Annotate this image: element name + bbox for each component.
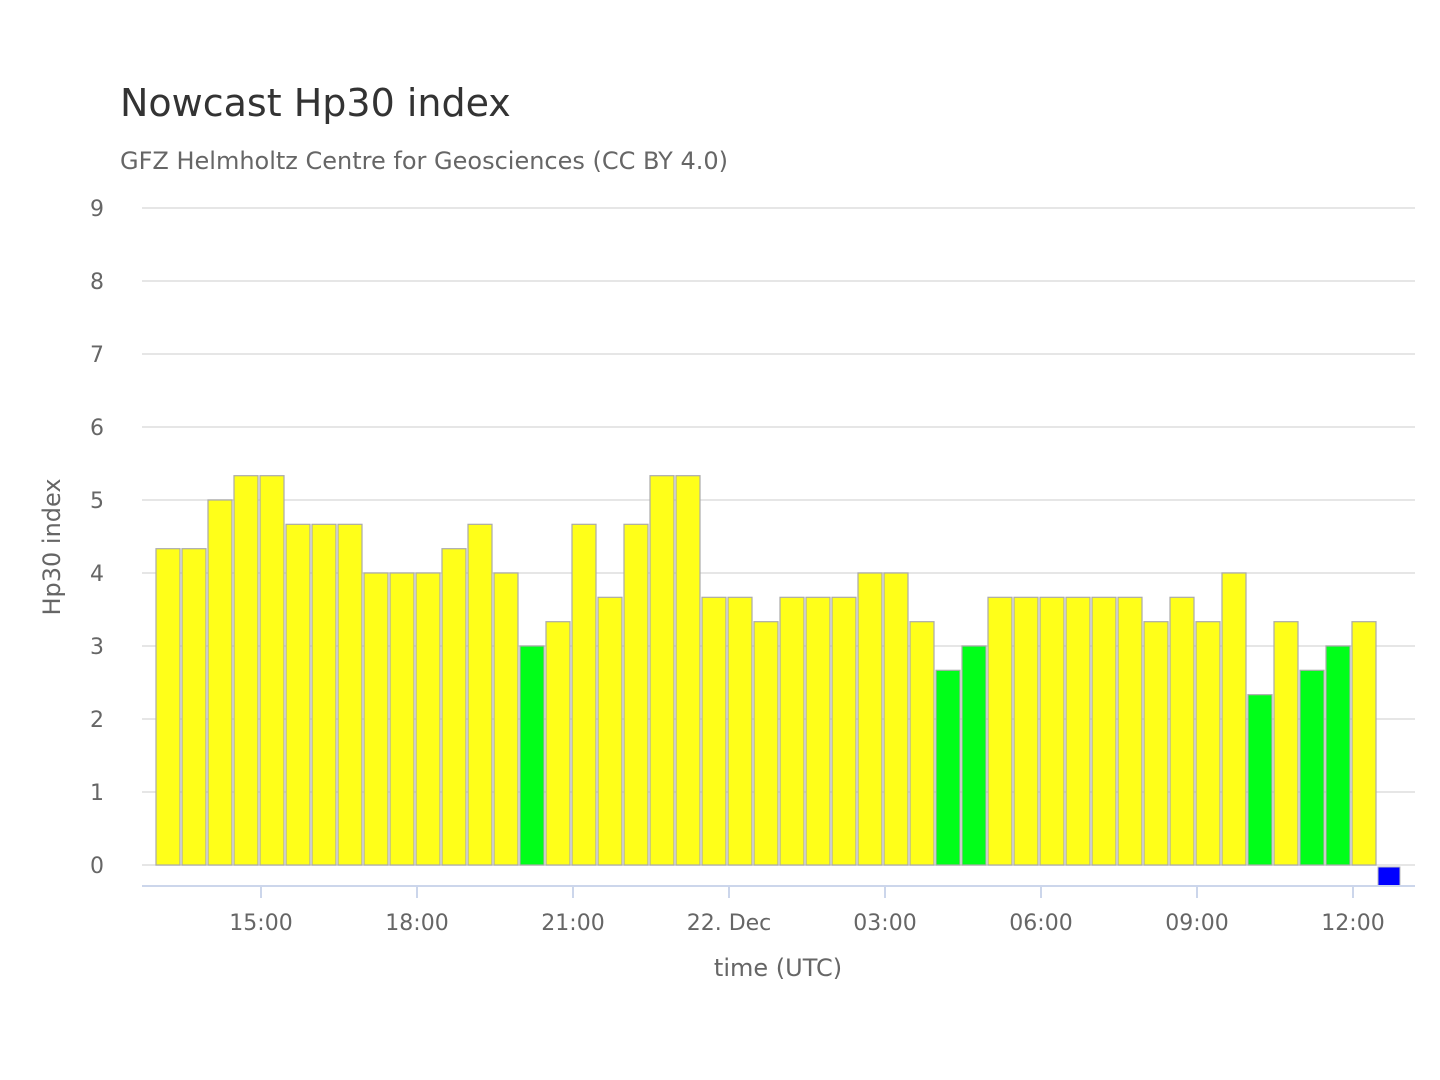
x-tick-label: 12:00: [1321, 911, 1384, 936]
bar[interactable]: [961, 645, 987, 866]
bar[interactable]: [467, 523, 493, 866]
y-tick-label: 8: [90, 270, 104, 295]
bar[interactable]: [753, 621, 779, 866]
x-tick-label: 09:00: [1165, 911, 1228, 936]
y-tick-label: 5: [90, 489, 104, 514]
chart-title: Nowcast Hp30 index: [120, 81, 511, 125]
y-tick-label: 1: [90, 781, 104, 806]
bar[interactable]: [597, 596, 623, 866]
x-tick-label: 06:00: [1009, 911, 1072, 936]
bar[interactable]: [285, 523, 311, 866]
bar[interactable]: [233, 475, 259, 866]
bar[interactable]: [259, 475, 285, 866]
bar[interactable]: [987, 596, 1013, 866]
bar[interactable]: [571, 523, 597, 866]
bar[interactable]: [1091, 596, 1117, 866]
bar[interactable]: [727, 596, 753, 866]
x-tick-label: 15:00: [229, 911, 292, 936]
x-tick-label: 22. Dec: [687, 911, 772, 936]
bar[interactable]: [1273, 621, 1299, 866]
bar[interactable]: [155, 548, 181, 866]
bar[interactable]: [1143, 621, 1169, 866]
x-tick-label: 03:00: [853, 911, 916, 936]
bar[interactable]: [909, 621, 935, 866]
x-tick-label: 21:00: [541, 911, 604, 936]
bar[interactable]: [649, 475, 675, 866]
y-tick-label: 3: [90, 635, 104, 660]
bar[interactable]: [701, 596, 727, 866]
bar[interactable]: [831, 596, 857, 866]
bar[interactable]: [1065, 596, 1091, 866]
bar[interactable]: [623, 523, 649, 866]
bar[interactable]: [805, 596, 831, 866]
bars[interactable]: [155, 475, 1401, 887]
y-axis-ticks: 0 1 2 3 4 5 6 7 8 9: [90, 197, 104, 879]
y-axis-label: Hp30 index: [38, 478, 66, 615]
bar[interactable]: [1351, 621, 1377, 866]
bar[interactable]: [441, 548, 467, 866]
bar[interactable]: [337, 523, 363, 866]
y-tick-label: 4: [90, 562, 104, 587]
bar[interactable]: [1377, 866, 1401, 887]
bar[interactable]: [857, 572, 883, 866]
bar[interactable]: [1039, 596, 1065, 866]
y-tick-label: 0: [90, 854, 104, 879]
bar[interactable]: [779, 596, 805, 866]
bar[interactable]: [415, 572, 441, 866]
chart-subtitle: GFZ Helmholtz Centre for Geosciences (CC…: [120, 147, 728, 175]
bar[interactable]: [675, 475, 701, 866]
bar[interactable]: [883, 572, 909, 866]
bar[interactable]: [493, 572, 519, 866]
x-tick-label: 18:00: [385, 911, 448, 936]
bar[interactable]: [935, 669, 961, 866]
bar[interactable]: [545, 621, 571, 866]
x-axis-ticks: 15:00 18:00 21:00 22. Dec 03:00 06:00 09:00 12:…: [229, 886, 1385, 936]
y-tick-label: 9: [90, 197, 104, 222]
y-tick-label: 7: [90, 343, 104, 368]
bar[interactable]: [1169, 596, 1195, 866]
bar[interactable]: [1195, 621, 1221, 866]
bar[interactable]: [1013, 596, 1039, 866]
bar[interactable]: [1117, 596, 1143, 866]
bar[interactable]: [1325, 645, 1351, 866]
bar[interactable]: [1221, 572, 1247, 866]
y-tick-label: 2: [90, 708, 104, 733]
bar[interactable]: [363, 572, 389, 866]
bar[interactable]: [181, 548, 207, 866]
bar[interactable]: [519, 645, 545, 866]
bar[interactable]: [1247, 694, 1273, 866]
x-axis-label: time (UTC): [714, 954, 842, 982]
bar[interactable]: [389, 572, 415, 866]
bar[interactable]: [1299, 669, 1325, 866]
y-tick-label: 6: [90, 416, 104, 441]
bar[interactable]: [311, 523, 337, 866]
bar[interactable]: [207, 499, 233, 866]
